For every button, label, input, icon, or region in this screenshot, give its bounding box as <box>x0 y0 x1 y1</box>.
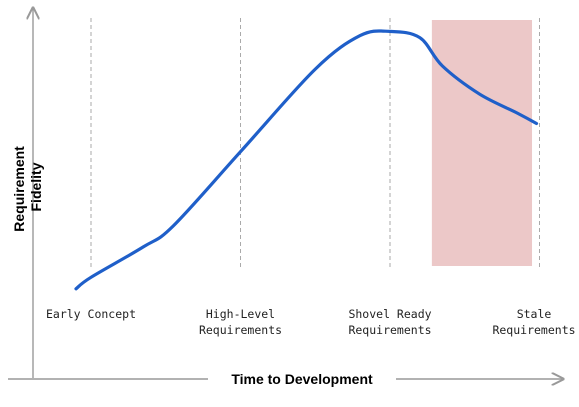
stage-labels: Early Concept High-Level RequirementsShove… <box>46 307 576 337</box>
stage-label-line: Early Concept <box>46 307 136 321</box>
stage-label-line: Stale <box>517 307 552 321</box>
stage-label: Shovel Ready Requirements <box>348 307 431 337</box>
stage-label-line: Shovel Ready <box>348 307 431 321</box>
stage-label-line: Requirements <box>199 323 282 337</box>
stage-label: Early Concept <box>46 307 136 321</box>
stage-label-line: Requirements <box>348 323 431 337</box>
x-axis-title-backdrop <box>208 367 396 391</box>
stale-zone-highlight <box>431 20 533 266</box>
fidelity-curve <box>74 29 539 291</box>
y-axis-title: Requirement Fidelity <box>11 142 44 231</box>
stage-label: Stale Requirements <box>492 307 575 337</box>
y-axis-title-line-2: Fidelity <box>28 162 44 211</box>
x-axis-title: Time to Development <box>231 371 373 387</box>
stage-label: High-Level Requirements <box>199 307 282 337</box>
y-axis-title-line-1: Requirement <box>11 146 27 232</box>
stage-label-line: High-Level <box>206 307 275 321</box>
stage-label-line: Requirements <box>492 323 575 337</box>
